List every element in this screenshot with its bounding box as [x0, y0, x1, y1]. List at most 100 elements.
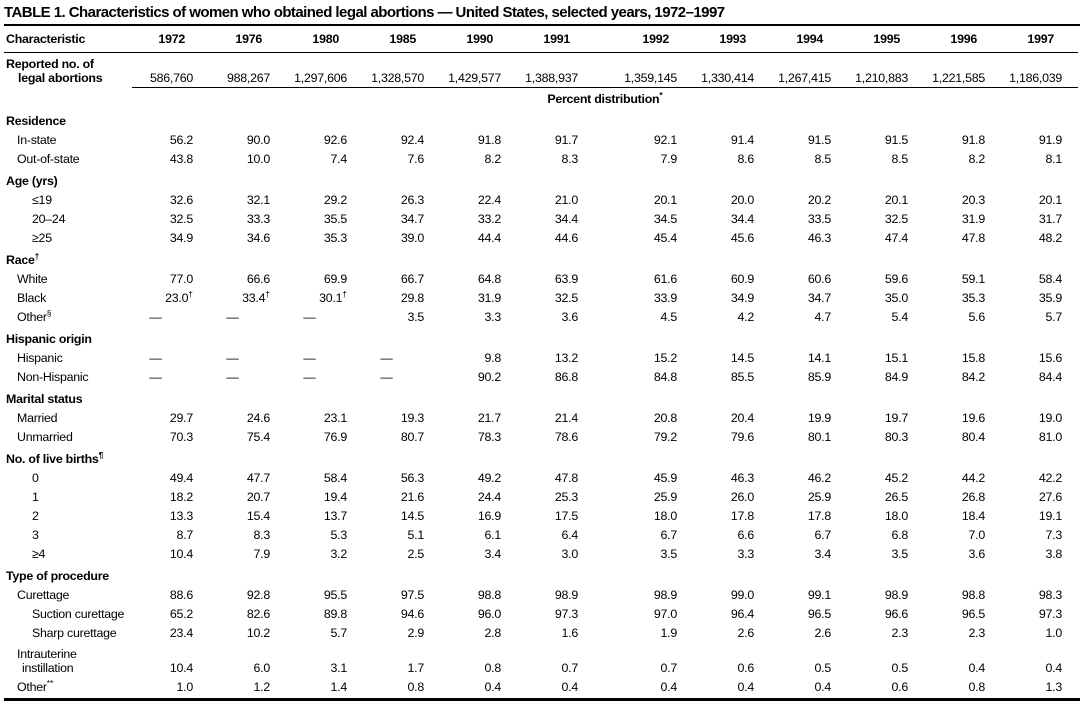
cell-value: 29.8 [400, 291, 424, 305]
cell-value: 21.6 [400, 490, 424, 504]
cell-value: 1.7 [407, 661, 425, 675]
cell-value: 47.8 [554, 471, 578, 485]
cell-value: 34.9 [730, 291, 754, 305]
cell-value: 20.7 [246, 490, 270, 504]
cell-value: 3.3 [737, 547, 755, 561]
cell-value: 80.3 [884, 430, 908, 444]
cell-value: 80.4 [961, 430, 985, 444]
row-label: ≤19 [32, 193, 52, 207]
cell-value: — [226, 310, 239, 324]
table-row: Other§ — — — 3.5 3.3 3.6 4.5 4.2 4.7 5.4 5.6 5.7 [4, 307, 1078, 326]
cell-value: 98.9 [554, 588, 578, 602]
cell-value: 97.3 [554, 607, 578, 621]
cell-value: 20.1 [884, 193, 908, 207]
cell-value: 2.6 [737, 626, 755, 640]
cell-value: 33.3 [246, 212, 270, 226]
cell-value: 8.2 [968, 152, 986, 166]
cell-value: 25.9 [653, 490, 677, 504]
cell-value: 92.4 [400, 133, 424, 147]
section-header-row: Marital status [4, 386, 1078, 408]
cell-value: 84.8 [653, 370, 677, 384]
percent-distribution-label: Percent distribution* [132, 86, 1078, 108]
table-row: 3 8.7 8.3 5.3 5.1 6.1 6.4 6.7 6.6 6.7 6.8 7.0 7.3 [4, 525, 1078, 544]
cell-value: 7.9 [660, 152, 678, 166]
cell-value: 17.5 [554, 509, 578, 523]
cell-value: 46.3 [730, 471, 754, 485]
cell-value: 6.7 [660, 528, 678, 542]
column-header-row: Characteristic 1972 1976 1980 1985 1990 1991 19… [4, 26, 1078, 53]
cell-value: 0.5 [891, 661, 909, 675]
cell-value: 25.3 [554, 490, 578, 504]
row-label: Out-of-state [17, 152, 80, 166]
row-label: Non-Hispanic [17, 370, 89, 384]
cell-value: 91.4 [730, 133, 754, 147]
cell-value: 14.1 [807, 351, 831, 365]
cell-value: 2.6 [814, 626, 832, 640]
cell-value: 60.9 [730, 272, 754, 286]
table-body: Reported no. of legal abortions 586,760 988… [4, 52, 1078, 696]
cell-value: 49.4 [169, 471, 193, 485]
cell-value: 6.6 [737, 528, 755, 542]
cell-value: 90.0 [246, 133, 270, 147]
cell-value: 13.7 [323, 509, 347, 523]
cell-value: 5.4 [891, 310, 909, 324]
cell-value: 58.4 [1038, 272, 1062, 286]
cell-value: — [149, 351, 162, 365]
section-header: Marital status [6, 392, 83, 406]
cell-value: 8.3 [253, 528, 271, 542]
reported-abortions-value: 1,297,606 [294, 70, 347, 85]
cell-value: 4.2 [737, 310, 755, 324]
cell-value: 8.5 [891, 152, 909, 166]
cell-value: 44.4 [477, 231, 501, 245]
cell-value: 15.8 [961, 351, 985, 365]
cell-value: 3.0 [561, 547, 579, 561]
cell-value: 3.4 [484, 547, 502, 561]
section-header-row: Residence [4, 108, 1078, 130]
cell-value: 26.5 [884, 490, 908, 504]
reported-abortions-value: 1,429,577 [448, 70, 501, 85]
cell-value: 0.8 [407, 680, 425, 694]
cell-value: 13.2 [554, 351, 578, 365]
row-label: Unmarried [17, 430, 73, 444]
cell-value: 20.2 [807, 193, 831, 207]
cell-value: 86.8 [554, 370, 578, 384]
cell-value: 33.4† [242, 288, 270, 305]
cell-value: 19.0 [1038, 411, 1062, 425]
row-label: Sharp curettage [32, 626, 117, 640]
cell-value: 0.6 [737, 661, 755, 675]
cell-value: 69.9 [323, 272, 347, 286]
cell-value: 61.6 [653, 272, 677, 286]
cell-value: 46.2 [807, 471, 831, 485]
cell-value: 34.9 [169, 231, 193, 245]
cell-value: 78.3 [477, 430, 501, 444]
cell-value: 0.4 [484, 680, 502, 694]
cell-value: 15.2 [653, 351, 677, 365]
percent-distribution-row: Percent distribution* [4, 86, 1078, 108]
section-header-row: Type of procedure [4, 563, 1078, 585]
row-label: 1 [32, 490, 39, 504]
cell-value: 0.4 [814, 680, 832, 694]
cell-value: 31.9 [477, 291, 501, 305]
cell-value: 34.4 [554, 212, 578, 226]
cell-value: 6.8 [891, 528, 909, 542]
cell-value: 84.2 [961, 370, 985, 384]
cell-value: 91.9 [1038, 133, 1062, 147]
cell-value: 5.7 [330, 626, 348, 640]
cell-value: — [226, 370, 239, 384]
cell-value: 94.6 [400, 607, 424, 621]
cell-value: 6.4 [561, 528, 579, 542]
cell-value: 80.7 [400, 430, 424, 444]
cell-value: 43.8 [169, 152, 193, 166]
table-row: ≥25 34.9 34.6 35.3 39.0 44.4 44.6 45.4 45.6 46.3 4… [4, 228, 1078, 247]
cell-value: — [303, 351, 316, 365]
cell-value: 1.2 [253, 680, 271, 694]
cell-value: 59.6 [884, 272, 908, 286]
cell-value: 2.9 [407, 626, 425, 640]
cell-value: 26.0 [730, 490, 754, 504]
cell-value: 33.5 [807, 212, 831, 226]
cell-value: 19.7 [884, 411, 908, 425]
cell-value: 90.2 [477, 370, 501, 384]
reported-abortions-value: 1,267,415 [778, 70, 831, 85]
cell-value: 20.1 [653, 193, 677, 207]
cell-value: — [380, 370, 393, 384]
